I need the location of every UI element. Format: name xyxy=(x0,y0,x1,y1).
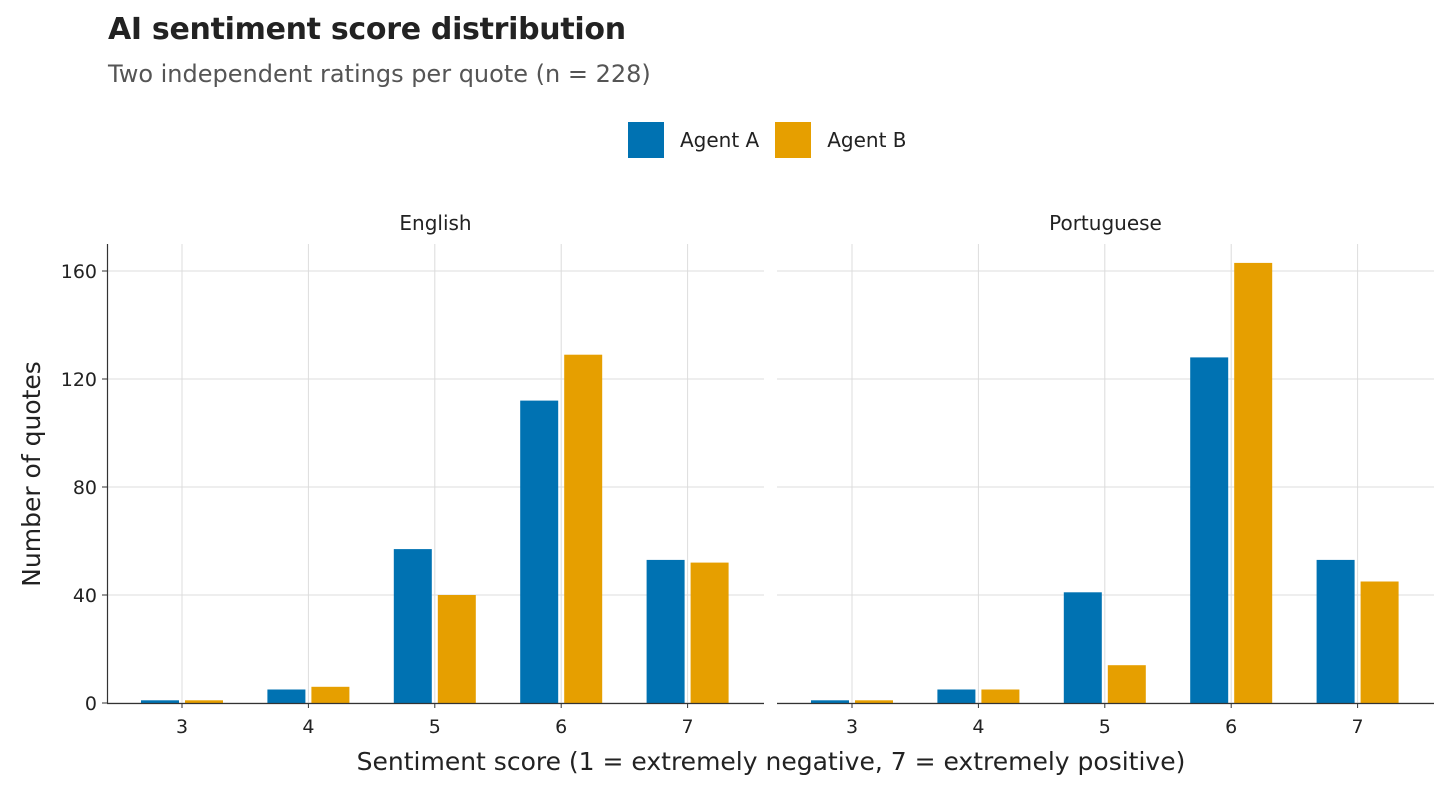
panel-label-english: English xyxy=(399,211,471,235)
legend-swatch-agent-a xyxy=(628,122,664,158)
bar-portuguese-agent-b-4 xyxy=(981,689,1020,703)
legend-label-agent-b: Agent B xyxy=(827,128,907,152)
bar-portuguese-agent-a-7 xyxy=(1316,559,1355,703)
x-tick-label-portuguese-6: 6 xyxy=(1225,716,1237,738)
bar-english-agent-b-6 xyxy=(564,354,603,703)
bar-english-agent-b-7 xyxy=(690,562,729,703)
bar-english-agent-b-4 xyxy=(311,686,350,703)
x-axis-title: Sentiment score (1 = extremely negative,… xyxy=(357,747,1186,776)
bar-portuguese-agent-a-3 xyxy=(811,700,849,703)
legend-item-agent-a: Agent A xyxy=(628,122,759,158)
x-tick-label-portuguese-4: 4 xyxy=(972,716,984,738)
y-tick-label-80: 80 xyxy=(73,477,97,499)
bar-portuguese-agent-a-5 xyxy=(1063,592,1102,703)
y-tick-label-0: 0 xyxy=(85,693,97,715)
bar-english-agent-b-3 xyxy=(185,700,223,703)
x-tick-label-portuguese-3: 3 xyxy=(846,716,858,738)
bar-portuguese-agent-b-5 xyxy=(1107,665,1146,703)
legend: Agent A Agent B xyxy=(628,122,923,158)
legend-item-agent-b: Agent B xyxy=(775,122,907,158)
x-tick-label-english-4: 4 xyxy=(302,716,314,738)
x-tick-label-english-3: 3 xyxy=(176,716,188,738)
x-tick-label-english-6: 6 xyxy=(555,716,567,738)
bar-portuguese-agent-b-6 xyxy=(1234,262,1273,703)
legend-swatch-agent-b xyxy=(775,122,812,158)
bar-portuguese-agent-b-3 xyxy=(855,700,893,703)
chart-title: AI sentiment score distribution xyxy=(108,12,626,47)
legend-label-agent-a: Agent A xyxy=(680,128,760,152)
y-tick-label-120: 120 xyxy=(61,369,97,391)
y-tick-label-40: 40 xyxy=(73,585,97,607)
chart-subtitle: Two independent ratings per quote (n = 2… xyxy=(108,60,651,88)
bar-portuguese-agent-a-4 xyxy=(937,689,976,703)
bar-english-agent-b-5 xyxy=(437,595,476,703)
bar-english-agent-a-5 xyxy=(393,549,432,703)
x-tick-label-english-5: 5 xyxy=(429,716,441,738)
bar-english-agent-a-3 xyxy=(141,700,179,703)
bar-english-agent-a-4 xyxy=(267,689,306,703)
bar-english-agent-a-6 xyxy=(520,400,559,703)
x-tick-label-portuguese-5: 5 xyxy=(1099,716,1111,738)
bar-portuguese-agent-a-6 xyxy=(1190,357,1229,703)
y-tick-label-160: 160 xyxy=(61,261,97,283)
x-tick-label-portuguese-7: 7 xyxy=(1352,716,1364,738)
bar-english-agent-a-7 xyxy=(646,559,685,703)
y-axis-title: Number of quotes xyxy=(17,361,46,587)
x-tick-label-english-7: 7 xyxy=(682,716,694,738)
bar-portuguese-agent-b-7 xyxy=(1360,581,1399,703)
panel-label-portuguese: Portuguese xyxy=(1049,211,1162,235)
